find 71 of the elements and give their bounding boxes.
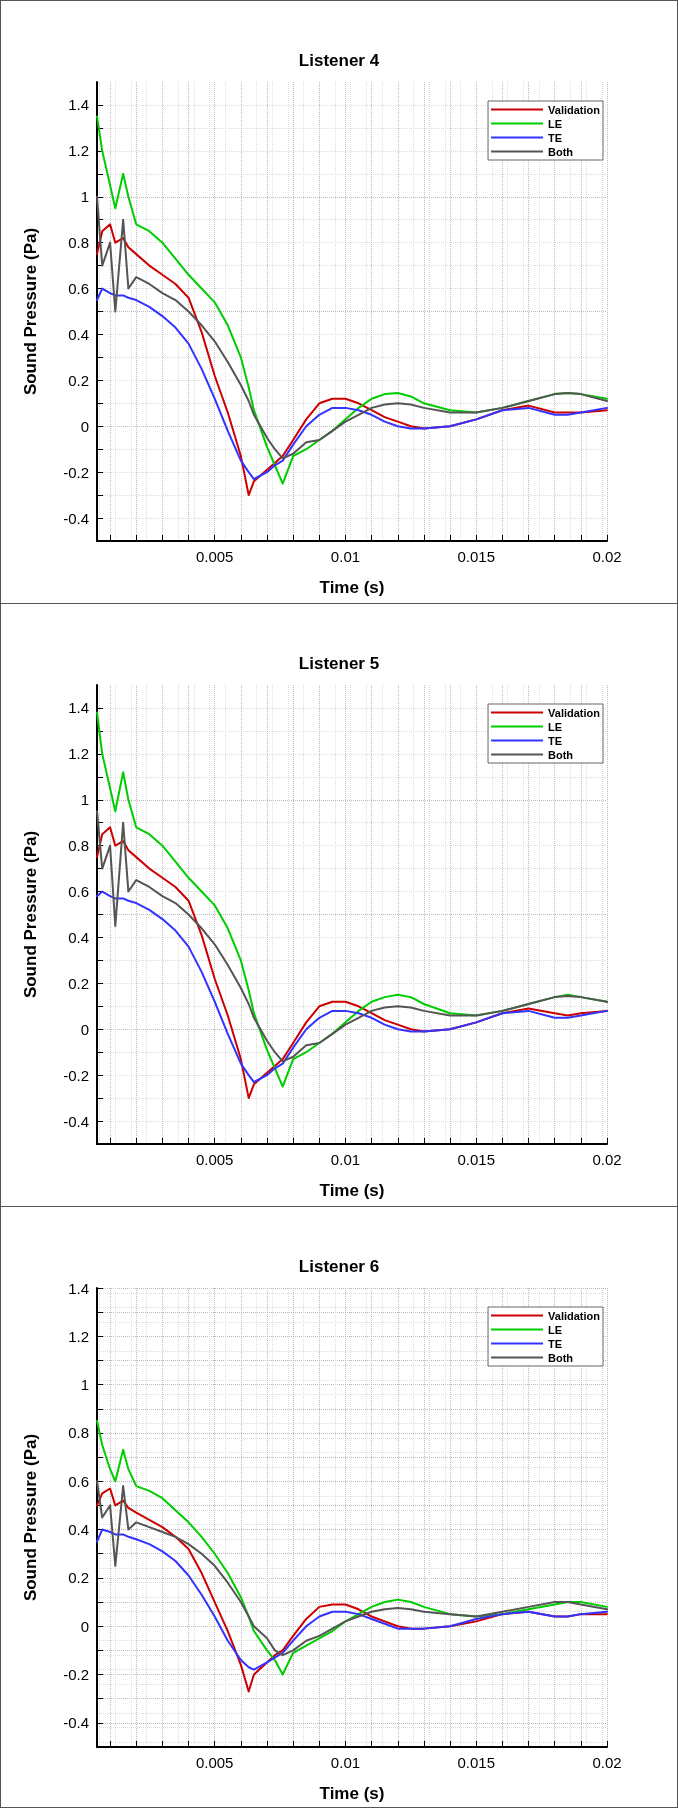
- y-tick-label: -0.2: [63, 1666, 89, 1684]
- y-tick-label: 0.2: [68, 371, 89, 389]
- legend-label: Validation: [548, 103, 601, 116]
- y-tick-label: 0.6: [68, 280, 89, 298]
- y-tick-label: 1.4: [68, 1279, 89, 1297]
- x-tick-label: 0.01: [330, 1754, 361, 1771]
- y-tick-label: 0.4: [68, 1521, 89, 1539]
- y-axis-title: Sound Pressure (Pa): [21, 227, 40, 396]
- x-tick-label: 0.005: [195, 1754, 234, 1771]
- legend-label: Both: [548, 748, 574, 761]
- legend-label: Validation: [548, 706, 601, 719]
- y-axis-title: Sound Pressure (Pa): [21, 1433, 40, 1602]
- legend-label: Both: [548, 145, 574, 158]
- line-series: [96, 223, 608, 497]
- y-tick-label: 0: [80, 1617, 89, 1635]
- x-axis-title: Time (s): [319, 1784, 385, 1803]
- chart-title: Listener 6: [298, 1257, 380, 1276]
- y-tick-label: -0.4: [63, 509, 89, 527]
- chart-title: Listener 5: [298, 654, 380, 673]
- y-tick-label: -0.4: [63, 1112, 89, 1130]
- y-tick-label: 0.8: [68, 234, 89, 252]
- legend-label: Both: [548, 1351, 574, 1364]
- legend-label: TE: [548, 734, 563, 747]
- x-tick-label: 0.02: [592, 1754, 622, 1771]
- y-tick-label: 1.4: [68, 96, 89, 114]
- x-tick-label: 0.02: [592, 1151, 622, 1168]
- y-tick-label: 0: [80, 417, 89, 435]
- y-tick-label: -0.2: [63, 1066, 89, 1084]
- y-tick-label: 0: [80, 1020, 89, 1038]
- line-series: [96, 810, 608, 1063]
- y-tick-label: 1.2: [68, 1327, 89, 1345]
- line-series: [96, 287, 608, 481]
- line-series: [96, 1528, 608, 1671]
- y-tick-label: -0.4: [63, 1714, 89, 1732]
- legend-label: LE: [548, 720, 563, 733]
- x-tick-label: 0.015: [457, 1151, 495, 1168]
- y-tick-label: 1.2: [68, 745, 89, 763]
- x-tick-label: 0.005: [195, 548, 234, 565]
- y-tick-label: 0.6: [68, 883, 89, 901]
- chart-title: Listener 4: [298, 51, 380, 70]
- legend-label: TE: [548, 131, 563, 144]
- legend-label: LE: [548, 1323, 563, 1336]
- y-tick-label: -0.2: [63, 463, 89, 481]
- line-series: [96, 195, 608, 460]
- y-tick-label: 0.2: [68, 974, 89, 992]
- line-series: [96, 890, 608, 1084]
- y-tick-label: 1.4: [68, 699, 89, 717]
- x-tick-label: 0.01: [330, 1151, 361, 1168]
- x-tick-label: 0.015: [457, 548, 495, 565]
- y-tick-label: 0.4: [68, 325, 89, 343]
- y-tick-label: 0.6: [68, 1472, 89, 1490]
- y-tick-label: 0.8: [68, 1424, 89, 1442]
- x-tick-label: 0.005: [195, 1151, 234, 1168]
- legend-label: TE: [548, 1337, 563, 1350]
- y-tick-label: 1: [80, 188, 89, 206]
- y-tick-label: 0.8: [68, 837, 89, 855]
- y-tick-label: 1: [80, 1376, 89, 1394]
- legend-label: LE: [548, 117, 563, 130]
- x-axis-title: Time (s): [319, 1181, 385, 1200]
- line-series: [96, 1419, 608, 1676]
- y-axis-title: Sound Pressure (Pa): [21, 830, 40, 999]
- x-tick-label: 0.01: [330, 548, 361, 565]
- x-tick-label: 0.02: [592, 548, 622, 565]
- line-series: [96, 1480, 608, 1657]
- x-axis-title: Time (s): [319, 578, 385, 597]
- y-tick-label: 0.2: [68, 1569, 89, 1587]
- x-tick-label: 0.015: [457, 1754, 495, 1771]
- y-tick-label: 0.4: [68, 928, 89, 946]
- legend-label: Validation: [548, 1309, 601, 1322]
- y-tick-label: 1: [80, 791, 89, 809]
- y-tick-label: 1.2: [68, 142, 89, 160]
